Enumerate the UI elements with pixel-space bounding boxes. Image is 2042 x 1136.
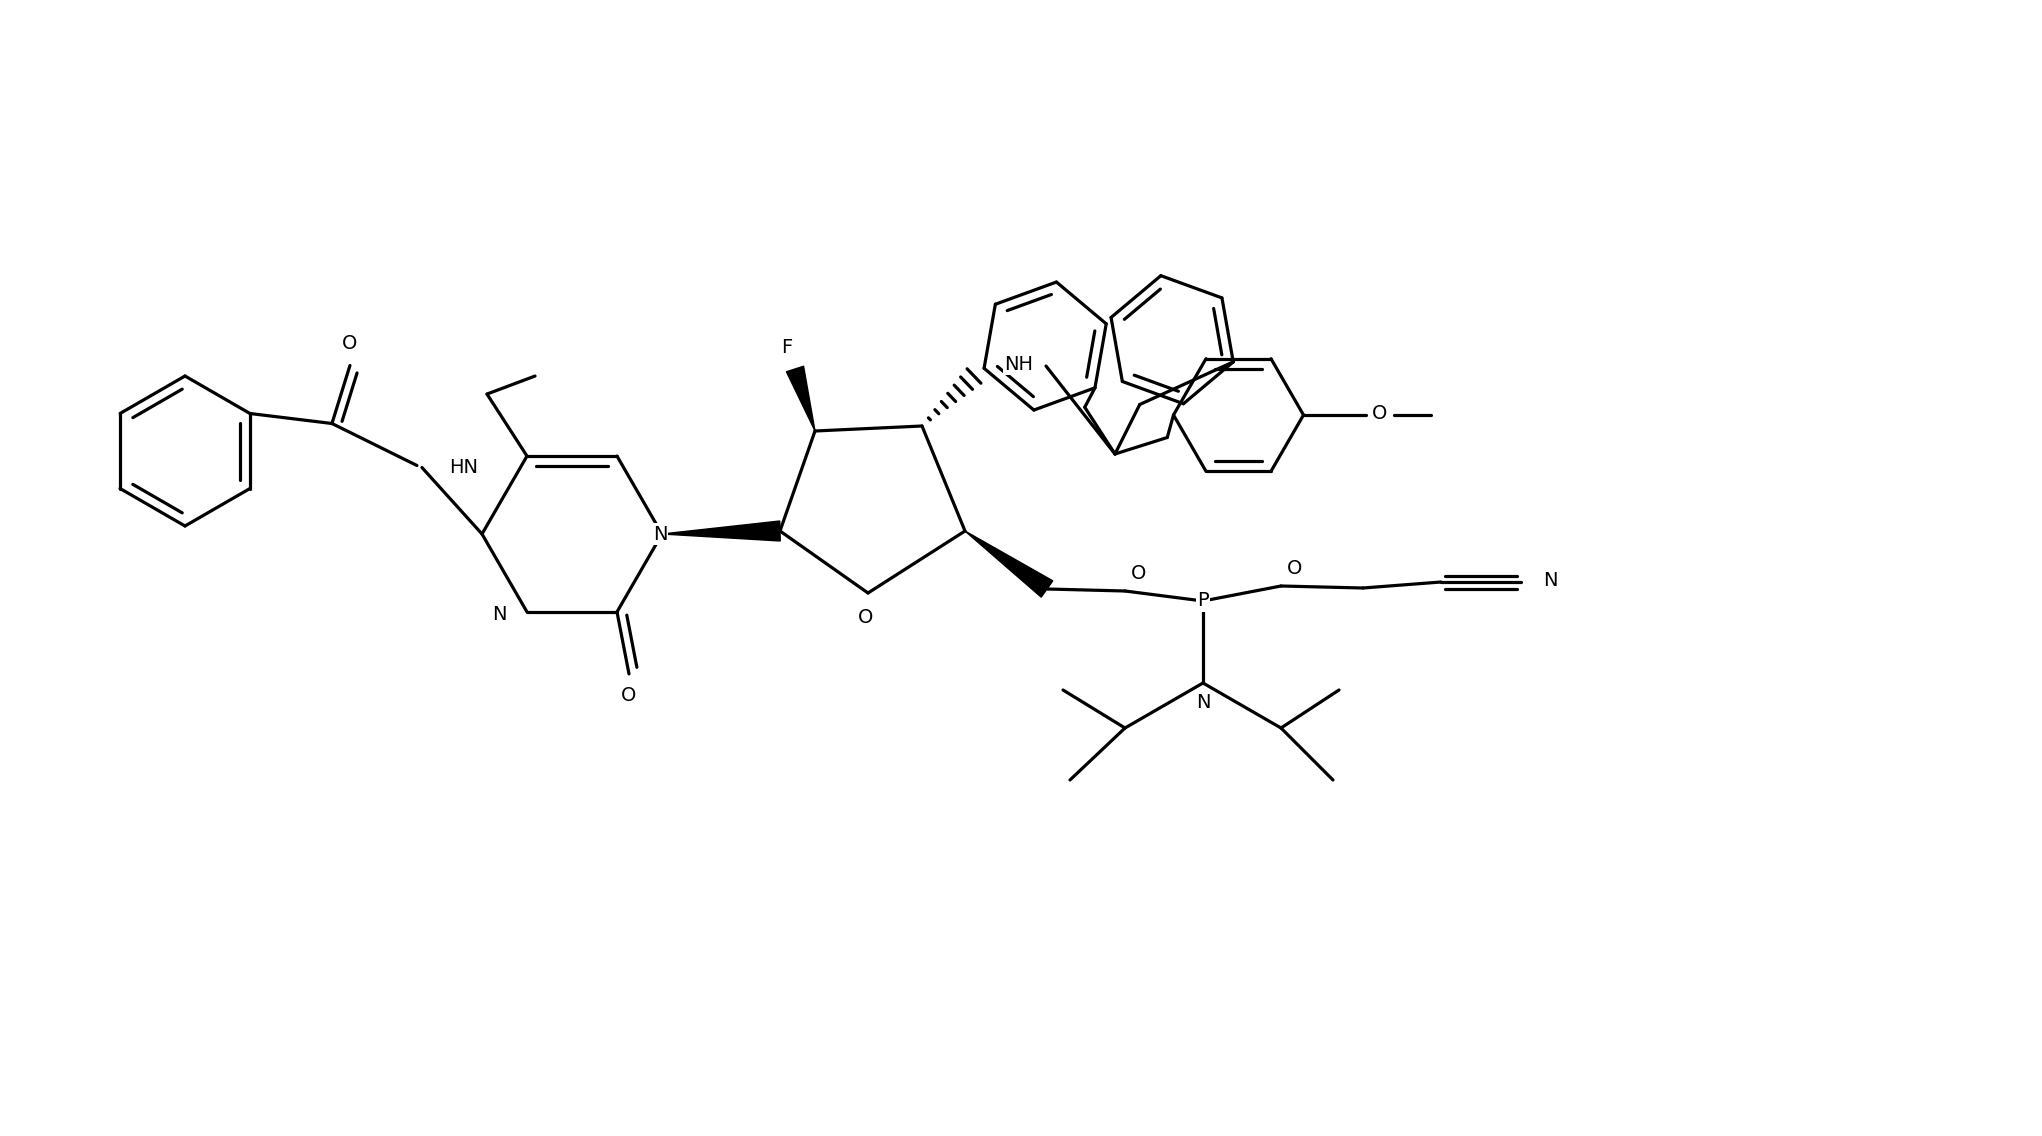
Text: N: N — [492, 605, 506, 625]
Text: N: N — [1544, 570, 1558, 590]
Text: O: O — [621, 686, 637, 705]
Text: HN: HN — [449, 458, 478, 477]
Text: O: O — [1131, 563, 1148, 583]
Text: O: O — [1372, 403, 1387, 423]
Text: O: O — [858, 608, 874, 626]
Text: NH: NH — [1005, 354, 1033, 374]
Polygon shape — [966, 531, 1054, 598]
Polygon shape — [662, 521, 780, 541]
Text: F: F — [782, 337, 792, 357]
Text: O: O — [1286, 559, 1303, 577]
Polygon shape — [786, 366, 815, 431]
Text: P: P — [1197, 592, 1209, 610]
Text: N: N — [653, 525, 668, 543]
Text: N: N — [1197, 693, 1211, 712]
Text: O: O — [343, 334, 357, 353]
